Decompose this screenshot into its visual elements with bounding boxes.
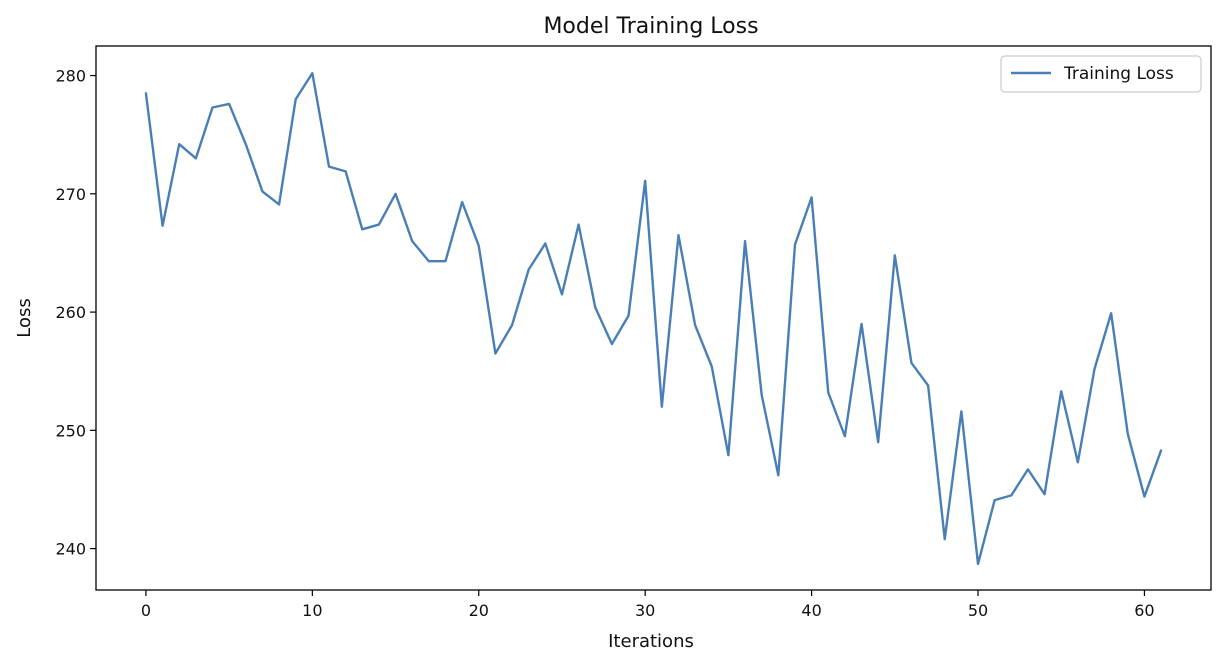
y-tick-label: 260 — [55, 303, 86, 322]
y-axis-label: Loss — [14, 298, 35, 337]
x-axis: 0 10 20 30 40 50 60 — [141, 590, 1155, 620]
legend-label-training-loss: Training Loss — [1063, 64, 1174, 84]
y-tick-label: 250 — [55, 421, 86, 440]
legend: Training Loss — [1000, 55, 1202, 93]
y-axis: 240 250 260 270 280 — [55, 67, 96, 559]
series-line-training-loss — [144, 71, 1163, 566]
x-tick-label: 20 — [469, 601, 489, 620]
x-tick-label: 10 — [302, 601, 322, 620]
legend-box — [1000, 55, 1202, 93]
x-axis-label: Iterations — [608, 631, 694, 652]
plot-area — [95, 45, 1212, 591]
x-tick-label: 0 — [141, 601, 151, 620]
y-tick-label: 270 — [55, 185, 86, 204]
chart-title: Model Training Loss — [543, 14, 758, 39]
y-tick-label: 240 — [55, 540, 86, 559]
x-tick-label: 40 — [801, 601, 821, 620]
x-tick-label: 30 — [635, 601, 655, 620]
x-tick-label: 60 — [1134, 601, 1154, 620]
x-tick-label: 50 — [968, 601, 988, 620]
y-tick-label: 280 — [55, 67, 86, 86]
